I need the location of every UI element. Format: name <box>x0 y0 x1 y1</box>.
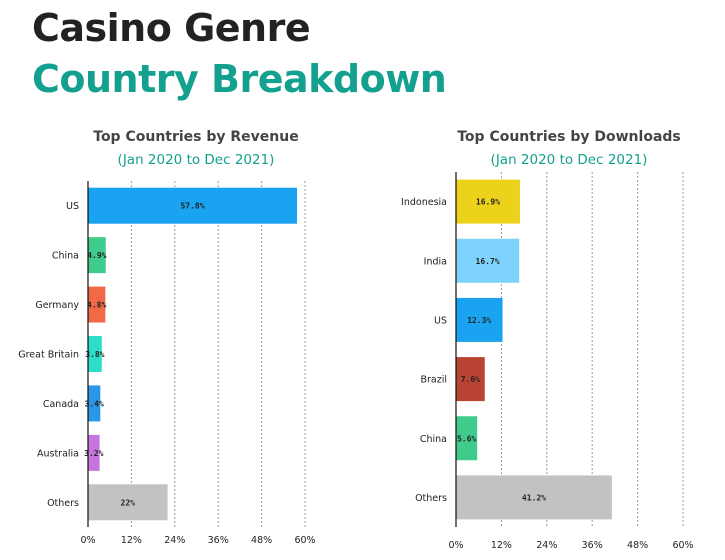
revenue-tick-label: 12% <box>121 535 142 546</box>
downloads-bar <box>456 179 520 224</box>
revenue-bar <box>88 484 168 521</box>
revenue-bar <box>88 237 106 274</box>
downloads-category-label: Indonesia <box>401 197 447 208</box>
revenue-bar <box>88 187 298 224</box>
revenue-chart-subtitle: (Jan 2020 to Dec 2021) <box>117 152 275 168</box>
downloads-data-label: 16.9% <box>476 198 500 207</box>
downloads-bar <box>456 357 485 402</box>
revenue-category-label: China <box>52 251 79 262</box>
revenue-data-label: 22% <box>121 498 136 507</box>
revenue-tick-label: 60% <box>294 535 315 546</box>
downloads-category-label: India <box>424 256 447 267</box>
downloads-data-label: 41.2% <box>522 493 546 502</box>
revenue-data-label: 3.2% <box>84 449 103 458</box>
downloads-category-label: Brazil <box>420 375 447 386</box>
revenue-data-label: 3.4% <box>85 399 104 408</box>
revenue-category-label: US <box>66 201 79 212</box>
downloads-bar <box>456 416 478 461</box>
revenue-category-label: Germany <box>35 300 79 311</box>
downloads-data-label: 12.3% <box>467 316 491 325</box>
downloads-category-label: Others <box>415 493 447 504</box>
downloads-tick-label: 36% <box>582 540 603 551</box>
downloads-bar <box>456 475 612 520</box>
revenue-data-label: 57.8% <box>180 202 204 211</box>
revenue-tick-label: 24% <box>164 535 185 546</box>
page-title: Casino Genre <box>32 6 311 50</box>
downloads-chart-title: Top Countries by Downloads <box>457 129 681 145</box>
downloads-category-label: US <box>434 315 447 326</box>
revenue-bar <box>88 286 106 323</box>
downloads-tick-label: 24% <box>536 540 557 551</box>
page-subtitle: Country Breakdown <box>32 57 447 101</box>
downloads-bar <box>456 297 503 342</box>
revenue-bar <box>88 385 101 422</box>
downloads-data-label: 16.7% <box>476 257 500 266</box>
revenue-category-label: Great Britain <box>18 350 79 361</box>
revenue-bar <box>88 434 100 471</box>
downloads-data-label: 5.6% <box>457 434 476 443</box>
revenue-tick-label: 0% <box>80 535 95 546</box>
revenue-tick-label: 36% <box>208 535 229 546</box>
revenue-bar <box>88 336 102 372</box>
revenue-tick-label: 48% <box>251 535 272 546</box>
revenue-category-label: Canada <box>43 399 79 410</box>
revenue-category-label: Australia <box>37 448 79 459</box>
downloads-chart-subtitle: (Jan 2020 to Dec 2021) <box>490 152 648 168</box>
downloads-tick-label: 0% <box>448 540 463 551</box>
downloads-tick-label: 12% <box>491 540 512 551</box>
downloads-category-label: China <box>420 434 447 445</box>
revenue-data-label: 3.8% <box>85 350 104 359</box>
downloads-tick-label: 48% <box>627 540 648 551</box>
revenue-data-label: 4.8% <box>87 301 106 310</box>
revenue-category-label: Others <box>47 498 79 509</box>
revenue-data-label: 4.9% <box>87 251 106 260</box>
downloads-data-label: 7.6% <box>461 375 480 384</box>
downloads-bar <box>456 238 520 283</box>
revenue-chart-title: Top Countries by Revenue <box>93 129 299 145</box>
downloads-tick-label: 60% <box>672 540 693 551</box>
